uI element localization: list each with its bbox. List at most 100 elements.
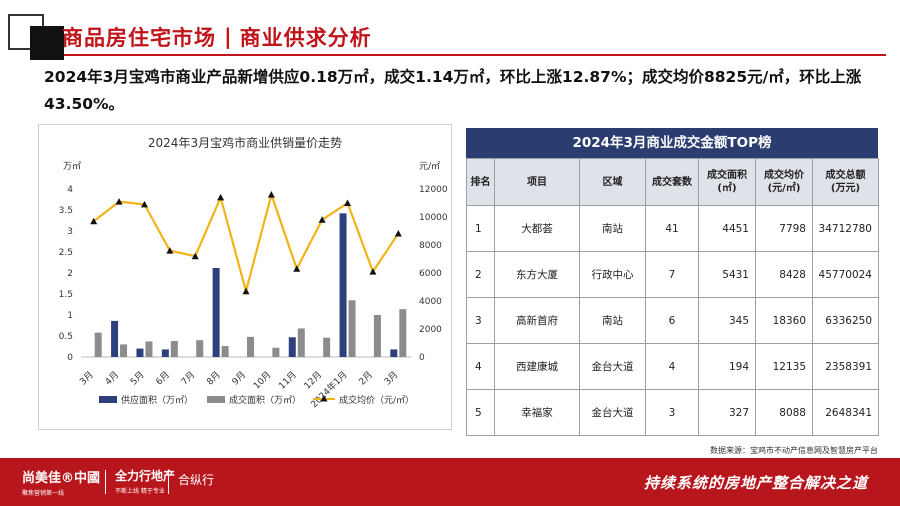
table-row: 2 东方大厦 行政中心 7 5431 8428 45770024 (466, 251, 879, 298)
bar-transaction (297, 328, 305, 357)
data-source-note: 数据来源：宝鸡市不动产信息网及智慧房产平台 (710, 446, 878, 455)
table-body: 1 大都荟 南站 41 4451 7798 34712780 2 东方大厦 行政中心 7 5431 84… (466, 205, 879, 436)
bar-transaction (373, 315, 381, 357)
bar-transaction (221, 346, 229, 357)
footer-brand-2-sub: 不断上线 精于专业 (115, 488, 165, 495)
footer-divider (105, 470, 106, 494)
table-cell: 45770024 (812, 251, 879, 298)
legend-marker-price (320, 395, 328, 402)
table-header-cell: 成交套数 (645, 158, 699, 206)
table-cell: 194 (698, 343, 756, 390)
y-tick-label-right: 2000 (419, 325, 442, 335)
price-marker (344, 199, 352, 206)
table-cell: 南站 (579, 205, 646, 252)
bar-transaction (348, 300, 356, 357)
title-underline (64, 54, 886, 56)
table-header-cell: 区域 (579, 158, 646, 206)
top-table-panel: 2024年3月商业成交金额TOP榜 排名 项目 区域 成交套数 成交面积 (㎡) 成交均价… (466, 128, 879, 436)
price-marker (140, 200, 148, 208)
page-title-right: 商业供求分析 (239, 26, 372, 50)
table-cell: 高新首府 (494, 297, 580, 344)
page-title: 商品房住宅市场 | 商业供求分析 (62, 22, 372, 52)
y-tick-label-left: 2.5 (59, 248, 73, 258)
legend-label-supply: 供应面积（万㎡） (121, 394, 193, 406)
table-title: 2024年3月商业成交金额TOP榜 (466, 128, 878, 158)
table-header-cell: 项目 (494, 158, 580, 206)
table-cell: 6 (645, 297, 699, 344)
table-cell: 1 (466, 205, 495, 252)
bar-transaction (145, 341, 153, 357)
bar-supply (136, 348, 144, 357)
x-tick-label: 9月 (230, 369, 248, 387)
legend-label-transaction: 成交面积（万㎡） (229, 394, 301, 406)
table-cell: 3 (645, 389, 699, 436)
y-axis-label-right: 元/㎡ (419, 161, 440, 172)
table-cell: 18360 (755, 297, 813, 344)
footer-brand-2-name: 全力行地产 (115, 469, 176, 483)
y-tick-label-left: 1 (67, 311, 73, 321)
table-cell: 5 (466, 389, 495, 436)
legend-swatch-transaction (207, 396, 225, 403)
table-cell: 7 (645, 251, 699, 298)
footer-brand-1: 尚美佳®中國 聚焦营销第一线 (22, 467, 100, 497)
x-tick-label: 5月 (128, 369, 146, 387)
table-cell: 327 (698, 389, 756, 436)
table-cell: 2 (466, 251, 495, 298)
table-row: 4 西建康城 金台大道 4 194 12135 2358391 (466, 343, 879, 390)
price-marker (267, 191, 275, 198)
y-axis-label-left: 万㎡ (63, 161, 81, 172)
chart-title: 2024年3月宝鸡市商业供销量价走势 (148, 135, 342, 150)
table-row: 1 大都荟 南站 41 4451 7798 34712780 (466, 205, 879, 252)
table-cell: 大都荟 (494, 205, 580, 252)
table-header-cell: 成交面积 (㎡) (698, 158, 756, 206)
x-tick-label: 3月 (78, 369, 96, 387)
bar-supply (161, 349, 169, 357)
x-tick-label: 11月 (277, 369, 299, 391)
y-tick-label-right: 8000 (419, 241, 442, 251)
bar-transaction (247, 336, 254, 357)
bar-transaction (272, 347, 280, 357)
y-tick-label-left: 0 (67, 353, 73, 363)
price-marker (242, 287, 250, 295)
y-tick-label-left: 1.5 (59, 290, 73, 300)
table-cell: 4 (645, 343, 699, 390)
table-cell: 8088 (755, 389, 813, 436)
table-cell: 3 (466, 297, 495, 344)
bar-transaction (120, 344, 128, 357)
table-header-cell: 成交均价 (元/㎡) (755, 158, 813, 206)
x-tick-label: 2月 (357, 369, 375, 387)
table-cell: 6336250 (812, 297, 879, 344)
table-cell: 金台大道 (579, 343, 646, 390)
title-separator: | (224, 25, 232, 49)
bar-transaction (94, 332, 102, 357)
bar-supply (111, 320, 119, 357)
table-cell: 行政中心 (579, 251, 646, 298)
price-marker (318, 216, 326, 223)
table-cell: 南站 (579, 297, 646, 344)
table-cell: 12135 (755, 343, 813, 390)
y-tick-label-left: 0.5 (59, 332, 73, 342)
x-tick-label: 12月 (302, 369, 324, 391)
x-tick-label: 7月 (179, 369, 197, 387)
x-tick-label: 10月 (251, 369, 273, 391)
bar-transaction (323, 337, 331, 357)
y-tick-label-left: 2 (67, 269, 73, 279)
table-cell: 金台大道 (579, 389, 646, 436)
table-cell: 幸福家 (494, 389, 580, 436)
y-tick-label-right: 10000 (419, 213, 448, 223)
table-cell: 2648341 (812, 389, 879, 436)
price-marker (90, 217, 98, 225)
table-cell: 西建康城 (494, 343, 580, 390)
table-cell: 东方大厦 (494, 251, 580, 298)
y-tick-label-right: 0 (419, 353, 425, 363)
table-cell: 345 (698, 297, 756, 344)
price-marker (191, 252, 199, 260)
footer-divider (168, 470, 169, 494)
table-cell: 5431 (698, 251, 756, 298)
corner-square-fill (30, 26, 64, 60)
price-line (93, 190, 400, 296)
price-marker (217, 193, 225, 201)
y-tick-label-right: 4000 (419, 297, 442, 307)
bar-transaction (170, 341, 178, 357)
